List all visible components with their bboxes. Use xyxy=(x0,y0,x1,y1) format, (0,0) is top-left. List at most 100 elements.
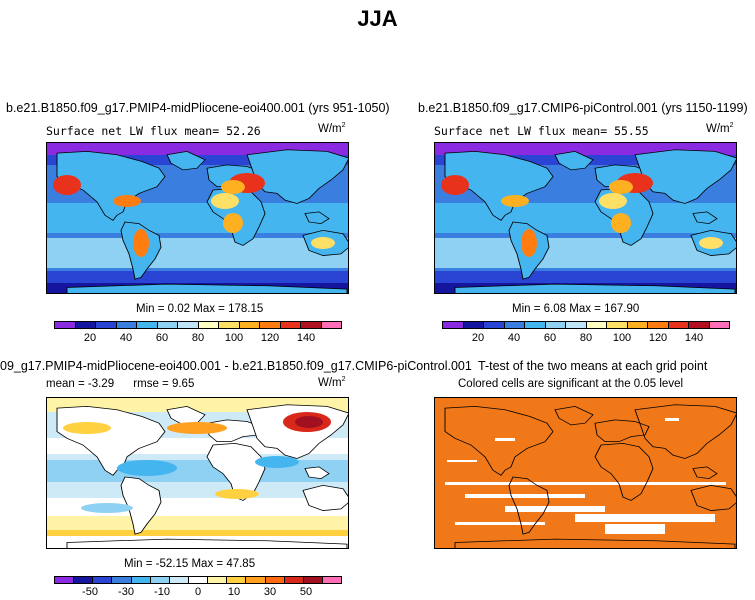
panel-1-mean-value: 52.26 xyxy=(226,124,261,138)
colorbar-swatch xyxy=(116,322,137,328)
colorbar-tick-label: 100 xyxy=(224,332,244,344)
colorbar-swatch xyxy=(301,322,322,328)
panel-3-minmax: Min = -52.15 Max = 47.85 xyxy=(124,558,256,570)
colorbar-swatch xyxy=(198,322,219,328)
colorbar-swatch xyxy=(484,322,505,328)
panel-2-units: W/m2 xyxy=(706,122,734,135)
panel-2-colorbar-ticks: 20 40 60 80 100 120 140 xyxy=(442,332,730,346)
colorbar-tick-label: 10 xyxy=(227,586,241,598)
colorbar-swatch xyxy=(93,577,113,583)
colorbar-swatch xyxy=(566,322,587,328)
colorbar-tick-label: 20 xyxy=(83,332,97,344)
figure-title: JJA xyxy=(357,6,398,31)
colorbar-swatch xyxy=(55,322,76,328)
panel-3-stats: mean = -3.29 rmse = 9.65 xyxy=(46,378,195,390)
colorbar-swatch xyxy=(627,322,648,328)
colorbar-swatch xyxy=(265,577,285,583)
colorbar-swatch xyxy=(607,322,628,328)
panel-1-title: b.e21.B1850.f09_g17.PMIP4-midPliocene-eo… xyxy=(6,101,390,115)
colorbar-swatch xyxy=(112,577,132,583)
colorbar-swatch xyxy=(689,322,710,328)
colorbar-tick-label: -10 xyxy=(154,586,170,598)
colorbar-tick-label: 80 xyxy=(579,332,593,344)
colorbar-swatch xyxy=(227,577,247,583)
colorbar-tick-label: -30 xyxy=(118,586,134,598)
colorbar-tick-label: 140 xyxy=(684,332,704,344)
panel-2-stat-label: Surface net LW flux mean= 55.55 xyxy=(434,124,649,138)
colorbar-tick-label: 40 xyxy=(119,332,133,344)
panel-4-map xyxy=(434,397,737,549)
panel-2-field-name: Surface net LW flux xyxy=(434,124,566,138)
colorbar-swatch xyxy=(131,577,151,583)
panel-2-minmax: Min = 6.08 Max = 167.90 xyxy=(512,303,640,315)
colorbar-tick-label: 50 xyxy=(299,586,313,598)
colorbar-swatch xyxy=(709,322,729,328)
colorbar-swatch xyxy=(303,577,323,583)
colorbar-swatch xyxy=(169,577,189,583)
panel-3-colorbar-ticks: -50 -30 -10 0 10 30 50 xyxy=(54,586,342,600)
colorbar-swatch xyxy=(284,577,304,583)
colorbar-tick-label: 40 xyxy=(507,332,521,344)
colorbar-swatch xyxy=(137,322,158,328)
colorbar-swatch xyxy=(322,577,342,583)
colorbar-tick-label: 120 xyxy=(260,332,280,344)
panel-1-min-value: 0.02 xyxy=(167,303,191,315)
panel-1-colorbar xyxy=(54,321,342,329)
colorbar-swatch xyxy=(74,577,94,583)
colorbar-tick-label: 60 xyxy=(543,332,557,344)
panel-2-colorbar xyxy=(442,321,730,329)
colorbar-swatch xyxy=(586,322,607,328)
colorbar-tick-label: 60 xyxy=(155,332,169,344)
colorbar-swatch xyxy=(96,322,117,328)
panel-2-min-value: 6.08 xyxy=(543,303,567,315)
colorbar-swatch xyxy=(208,577,228,583)
colorbar-swatch xyxy=(246,577,266,583)
panel-1-mean-label: mean= xyxy=(184,124,220,138)
panel-3-mean-value: -3.29 xyxy=(87,378,115,390)
panel-4-title: T-test of the two means at each grid poi… xyxy=(478,359,708,373)
panel-1-units: W/m2 xyxy=(318,122,346,135)
colorbar-swatch xyxy=(545,322,566,328)
colorbar-swatch xyxy=(648,322,669,328)
panel-3-colorbar xyxy=(54,576,342,584)
panel-1-minmax: Min = 0.02 Max = 178.15 xyxy=(136,303,264,315)
colorbar-swatch xyxy=(75,322,96,328)
colorbar-swatch xyxy=(443,322,464,328)
panel-3-units: W/m2 xyxy=(318,376,346,389)
colorbar-tick-label: 0 xyxy=(194,586,202,598)
colorbar-swatch xyxy=(239,322,260,328)
colorbar-swatch xyxy=(463,322,484,328)
panel-1-stat-label: Surface net LW flux mean= 52.26 xyxy=(46,124,261,138)
panel-3-rmse-value: 9.65 xyxy=(171,378,195,390)
colorbar-swatch xyxy=(525,322,546,328)
colorbar-swatch xyxy=(668,322,689,328)
colorbar-swatch xyxy=(260,322,281,328)
panel-3-max-value: 47.85 xyxy=(226,558,256,570)
panel-4-subtitle: Colored cells are significant at the 0.0… xyxy=(458,378,684,390)
colorbar-tick-label: 120 xyxy=(648,332,668,344)
panel-1-field-name: Surface net LW flux xyxy=(46,124,178,138)
panel-1-colorbar-ticks: 20 40 60 80 100 120 140 xyxy=(54,332,342,346)
colorbar-tick-label: 80 xyxy=(191,332,205,344)
colorbar-tick-label: 100 xyxy=(612,332,632,344)
colorbar-swatch xyxy=(280,322,301,328)
panel-3-title: 09_g17.PMIP4-midPliocene-eoi400.001 - b.… xyxy=(0,359,472,373)
panel-2-title: b.e21.B1850.f09_g17.CMIP6-piControl.001 … xyxy=(418,101,748,115)
panel-2-mean-label: mean= xyxy=(572,124,608,138)
panel-2-map xyxy=(434,142,737,294)
panel-3-map xyxy=(46,397,349,549)
colorbar-swatch xyxy=(178,322,199,328)
panel-1-map xyxy=(46,142,349,294)
colorbar-swatch xyxy=(150,577,170,583)
colorbar-tick-label: 140 xyxy=(296,332,316,344)
colorbar-tick-label: 20 xyxy=(471,332,485,344)
colorbar-swatch xyxy=(504,322,525,328)
colorbar-tick-label: 30 xyxy=(263,586,277,598)
panel-1-max-value: 178.15 xyxy=(228,303,264,315)
colorbar-swatch xyxy=(321,322,341,328)
panel-2-mean-value: 55.55 xyxy=(614,124,649,138)
colorbar-swatch xyxy=(188,577,209,583)
colorbar-swatch xyxy=(157,322,178,328)
panel-3-min-value: -52.15 xyxy=(155,558,189,570)
colorbar-swatch xyxy=(219,322,240,328)
